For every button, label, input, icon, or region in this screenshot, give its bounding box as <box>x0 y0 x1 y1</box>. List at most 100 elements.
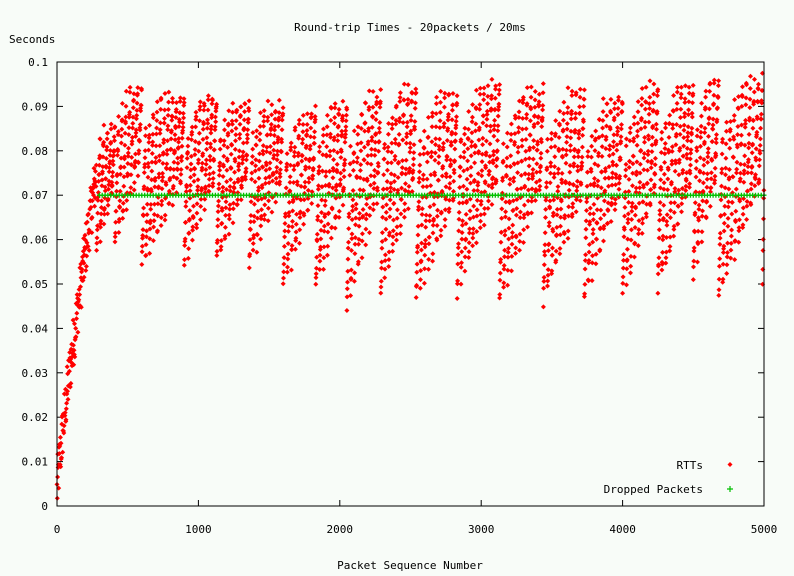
rtt-point <box>720 276 726 282</box>
rtt-point <box>285 251 291 257</box>
rtt-point <box>630 161 636 167</box>
rtt-point <box>135 85 141 91</box>
rtt-point <box>458 281 464 287</box>
rtt-point <box>137 138 143 144</box>
rtt-point <box>640 199 646 205</box>
rtt-point <box>504 163 510 169</box>
rtt-point <box>388 185 394 191</box>
rtt-point <box>692 200 698 206</box>
rtt-point <box>218 137 224 143</box>
rtt-point <box>331 148 337 153</box>
rtt-point <box>639 102 645 108</box>
rtt-point <box>652 182 657 188</box>
rtt-point <box>532 104 538 110</box>
rtt-point <box>409 98 415 104</box>
rtt-point <box>249 160 255 166</box>
rtt-point <box>250 241 256 246</box>
rtt-point <box>138 102 144 108</box>
rtt-point <box>175 160 181 166</box>
rtt-point <box>123 103 129 109</box>
rtt-point <box>245 127 251 133</box>
rtt-point <box>151 224 157 230</box>
rtt-point <box>166 89 172 95</box>
rtt-point <box>157 153 162 159</box>
rtt-point <box>605 220 611 226</box>
rtt-point <box>452 138 458 144</box>
rtt-point <box>724 119 730 125</box>
rtt-point <box>460 218 466 224</box>
rtt-point <box>549 130 555 136</box>
rtt-point <box>409 90 415 96</box>
rtt-point <box>475 171 481 177</box>
rtt-point <box>289 243 295 249</box>
rtt-point <box>744 203 750 209</box>
rtt-point <box>310 173 316 179</box>
rtt-point <box>613 175 619 181</box>
rtt-point <box>590 231 596 237</box>
rtt-point <box>329 206 335 212</box>
rtt-point <box>585 149 591 154</box>
rtt-point <box>719 166 725 172</box>
rtt-point <box>750 125 756 131</box>
rtt-point <box>119 101 125 106</box>
rtt-point <box>257 137 263 143</box>
rtt-point <box>372 167 378 173</box>
rtt-point <box>220 184 226 190</box>
rtt-point <box>67 384 73 390</box>
rtt-point <box>192 147 198 152</box>
rtt-point <box>233 138 238 144</box>
rtt-point <box>467 208 473 214</box>
rtt-point <box>600 96 606 102</box>
rtt-point <box>471 203 477 209</box>
rtt-point <box>234 107 240 113</box>
rtt-point <box>369 138 375 143</box>
rtt-point <box>145 174 151 180</box>
rtt-point <box>213 108 219 114</box>
rtt-point <box>607 126 613 132</box>
rtt-point <box>651 81 657 87</box>
rtt-point <box>216 181 222 187</box>
rtt-point <box>496 104 502 110</box>
rtt-point <box>453 118 459 124</box>
rtt-point <box>551 174 557 180</box>
rtt-point <box>350 197 356 203</box>
rtt-point <box>628 227 634 233</box>
rtt-point <box>332 105 338 111</box>
rtt-point <box>621 227 627 232</box>
rtt-point <box>688 162 693 168</box>
rtt-point <box>405 206 411 212</box>
rtt-point <box>697 155 703 161</box>
rtt-point <box>568 128 574 134</box>
rtt-point <box>492 95 498 101</box>
rtt-point <box>146 147 152 153</box>
rtt-point <box>633 172 639 178</box>
rtt-point <box>535 114 541 120</box>
rtt-point <box>675 84 680 90</box>
rtt-point <box>670 108 676 114</box>
rtt-point <box>422 241 428 247</box>
rtt-point <box>577 110 583 116</box>
rtt-point <box>481 113 486 119</box>
rtt-point <box>608 110 614 116</box>
rtt-point <box>492 117 498 123</box>
rtt-point <box>376 148 382 154</box>
rtt-point <box>254 134 259 140</box>
rtt-point <box>589 278 595 284</box>
rtt-point <box>544 148 550 154</box>
rtt-point <box>203 167 209 173</box>
rtt-point <box>608 219 614 224</box>
rtt-point <box>196 148 202 154</box>
rtt-point <box>680 167 686 173</box>
rtt-point <box>568 143 573 148</box>
rtt-point <box>312 129 318 135</box>
rtt-point <box>185 143 191 149</box>
rtt-point <box>108 121 114 127</box>
rtt-point <box>685 124 691 130</box>
rtt-point <box>385 131 391 137</box>
rtt-point <box>485 101 491 107</box>
rtt-point <box>380 204 386 210</box>
rtt-point <box>538 155 544 161</box>
rtt-point <box>278 160 284 165</box>
rtt-point <box>715 83 721 89</box>
rtt-point <box>188 167 194 173</box>
